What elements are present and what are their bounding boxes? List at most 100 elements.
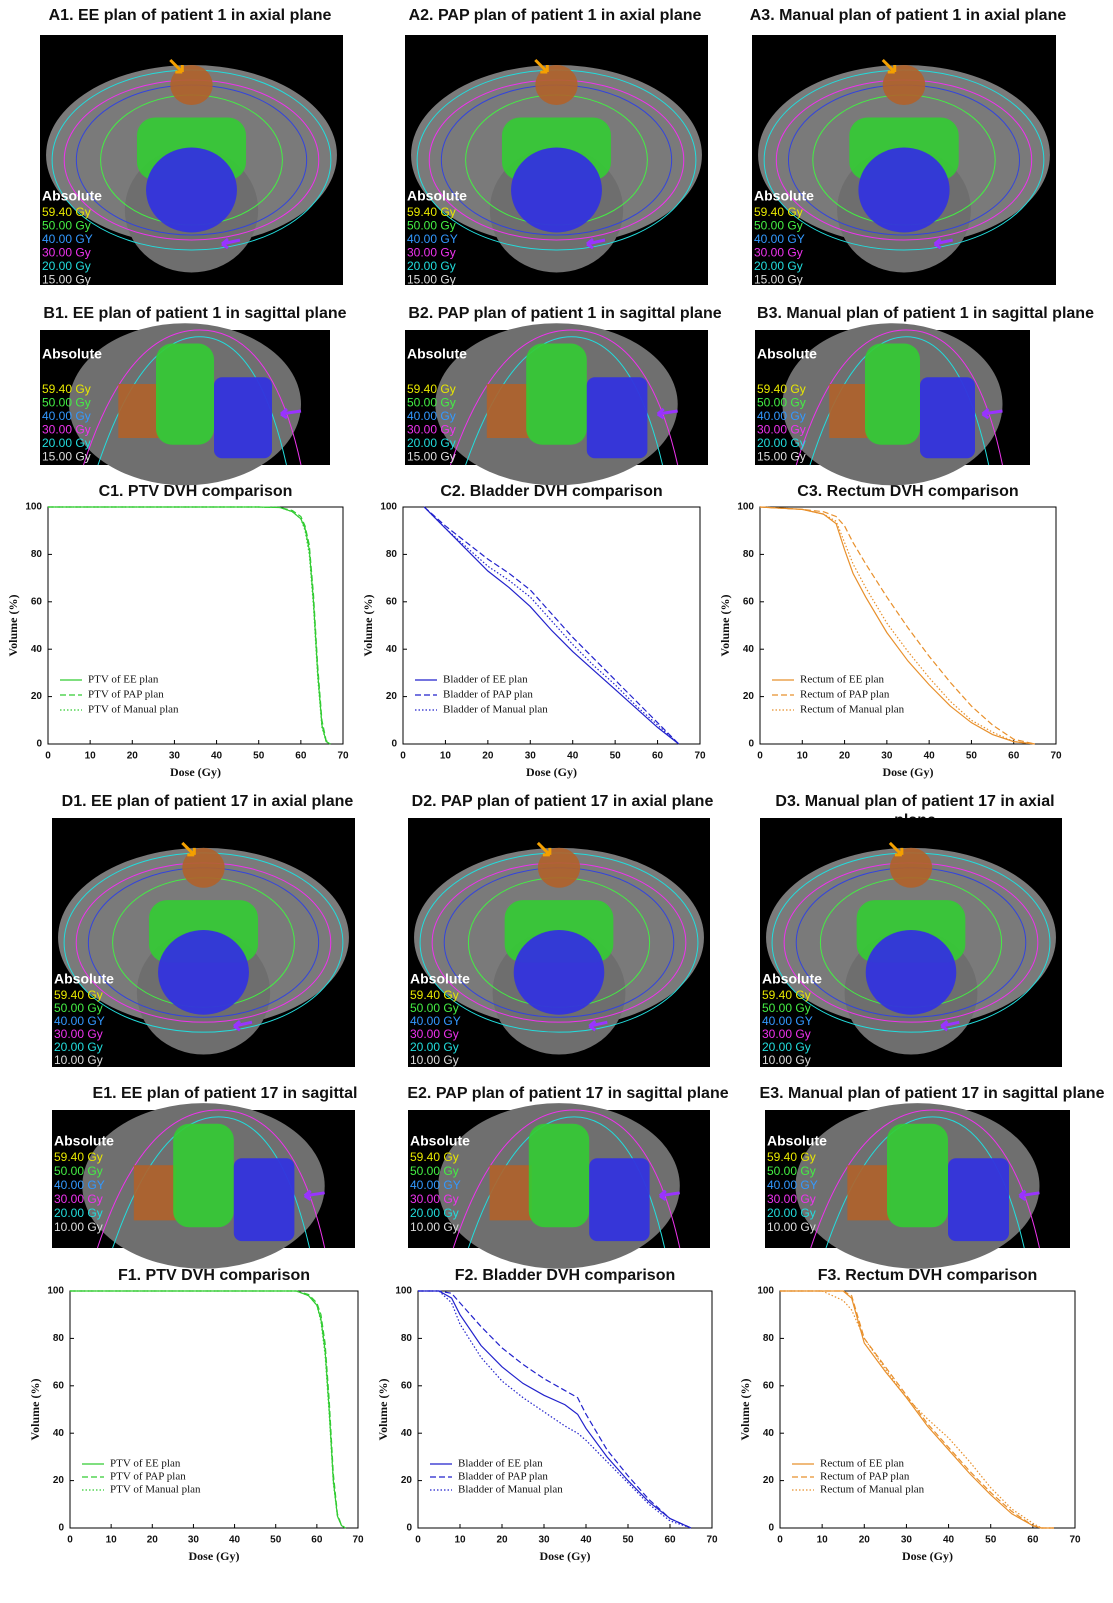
y-tick-label: 20 [386, 691, 398, 702]
x-tick-label: 10 [106, 1535, 118, 1546]
y-tick-label: 100 [380, 502, 397, 513]
y-tick-label: 0 [391, 739, 397, 750]
image-panel: Absolute59.40 Gy50.00 Gy40.00 GY30.00 Gy… [760, 818, 1062, 1067]
y-tick-label: 20 [743, 691, 755, 702]
y-tick-label: 60 [401, 1380, 413, 1391]
x-tick-label: 60 [664, 1535, 676, 1546]
ptv-region [526, 344, 587, 445]
y-tick-label: 80 [763, 1333, 775, 1344]
y-tick-label: 0 [406, 1523, 412, 1534]
image-panel: Absolute59.40 Gy50.00 Gy40.00 GY30.00 Gy… [52, 818, 355, 1067]
dose-level-label: 59.40 Gy [410, 988, 459, 1002]
dose-level-label: 59.40 Gy [410, 1150, 459, 1164]
dose-level-label: 40.00 Gy [42, 409, 91, 423]
legend-label: PTV of EE plan [110, 1458, 181, 1470]
dose-legend-heading: Absolute [762, 971, 822, 987]
dose-level-label: 20.00 Gy [42, 259, 91, 273]
x-tick-label: 60 [1027, 1535, 1039, 1546]
legend-label: PTV of EE plan [88, 674, 159, 686]
y-tick-label: 80 [743, 549, 755, 560]
y-tick-label: 100 [47, 1286, 64, 1297]
dose-level-label: 50.00 Gy [54, 1164, 103, 1178]
y-tick-label: 20 [31, 691, 43, 702]
dose-legend-heading: Absolute [54, 971, 114, 987]
x-tick-label: 10 [440, 751, 452, 762]
x-tick-label: 10 [85, 751, 97, 762]
legend-label: Rectum of EE plan [800, 674, 885, 686]
y-tick-label: 60 [31, 596, 43, 607]
dose-level-label: 50.00 Gy [762, 1001, 811, 1015]
y-axis-label: Volume (%) [28, 1379, 42, 1441]
legend-label: Bladder of Manual plan [443, 704, 548, 716]
bladder-region [118, 384, 159, 438]
y-tick-label: 60 [386, 596, 398, 607]
dose-level-label: 20.00 Gy [754, 259, 803, 273]
dose-level-label: 15.00 Gy [407, 273, 456, 287]
bladder-region [847, 1165, 890, 1220]
dose-level-label: 50.00 Gy [410, 1164, 459, 1178]
dose-level-label: 59.40 Gy [767, 1150, 816, 1164]
x-tick-label: 20 [839, 751, 851, 762]
image-panel: Absolute59.40 Gy50.00 Gy40.00 GY30.00 Gy… [765, 1103, 1070, 1269]
y-tick-label: 40 [31, 644, 43, 655]
x-tick-label: 70 [706, 1535, 718, 1546]
dose-level-label: 40.00 GY [410, 1014, 461, 1028]
rectum-region [920, 377, 975, 458]
y-tick-label: 60 [53, 1380, 65, 1391]
dose-level-label: 20.00 Gy [767, 1206, 816, 1220]
dose-level-label: 50.00 Gy [42, 219, 91, 233]
x-tick-label: 30 [881, 751, 893, 762]
x-tick-label: 50 [253, 751, 265, 762]
dose-level-label: 30.00 Gy [42, 246, 91, 260]
y-tick-label: 0 [58, 1523, 64, 1534]
legend-label: PTV of Manual plan [88, 704, 179, 716]
y-tick-label: 0 [748, 739, 754, 750]
y-tick-label: 60 [743, 596, 755, 607]
bladder-region [829, 384, 868, 438]
dose-level-label: 20.00 Gy [757, 436, 806, 450]
x-tick-label: 40 [229, 1535, 241, 1546]
x-tick-label: 70 [1050, 751, 1062, 762]
y-tick-label: 80 [386, 549, 398, 560]
dose-level-label: 59.40 Gy [757, 382, 806, 396]
y-tick-label: 100 [395, 1286, 412, 1297]
x-tick-label: 20 [127, 751, 139, 762]
rectum-region [234, 1158, 295, 1241]
rectum-region [146, 148, 237, 233]
dvh-chart: 010203040506070020406080100Dose (Gy)Volu… [361, 502, 706, 779]
dose-level-label: 50.00 Gy [407, 396, 456, 410]
dose-level-label: 40.00 GY [54, 1178, 105, 1192]
legend-label: Bladder of PAP plan [443, 689, 533, 701]
legend-label: Rectum of Manual plan [820, 1484, 925, 1496]
legend-label: Bladder of EE plan [458, 1458, 543, 1470]
y-tick-label: 100 [25, 502, 42, 513]
dose-level-label: 40.00 Gy [757, 409, 806, 423]
dose-legend-heading: Absolute [410, 1133, 470, 1149]
bladder-region [487, 384, 529, 438]
x-tick-label: 60 [311, 1535, 323, 1546]
x-tick-label: 10 [454, 1535, 466, 1546]
dose-legend-heading: Absolute [410, 971, 470, 987]
dose-legend-heading: Absolute [42, 188, 102, 204]
figure: Absolute59.40 Gy50.00 Gy40.00 GY30.00 Gy… [0, 0, 1113, 1603]
dose-level-label: 30.00 Gy [54, 1027, 103, 1041]
dose-level-label: 40.00 GY [54, 1014, 105, 1028]
y-tick-label: 20 [53, 1475, 65, 1486]
y-axis-label: Volume (%) [361, 595, 375, 657]
x-tick-label: 30 [169, 751, 181, 762]
legend-label: PTV of Manual plan [110, 1484, 201, 1496]
rectum-region [858, 148, 949, 233]
dose-legend-heading: Absolute [767, 1133, 827, 1149]
dose-level-label: 10.00 Gy [54, 1220, 103, 1234]
dose-level-label: 20.00 Gy [410, 1206, 459, 1220]
x-axis-label: Dose (Gy) [526, 765, 577, 779]
x-tick-label: 30 [538, 1535, 550, 1546]
x-tick-label: 40 [580, 1535, 592, 1546]
image-panel: Absolute59.40 Gy50.00 Gy40.00 GY30.00 Gy… [408, 1103, 710, 1269]
